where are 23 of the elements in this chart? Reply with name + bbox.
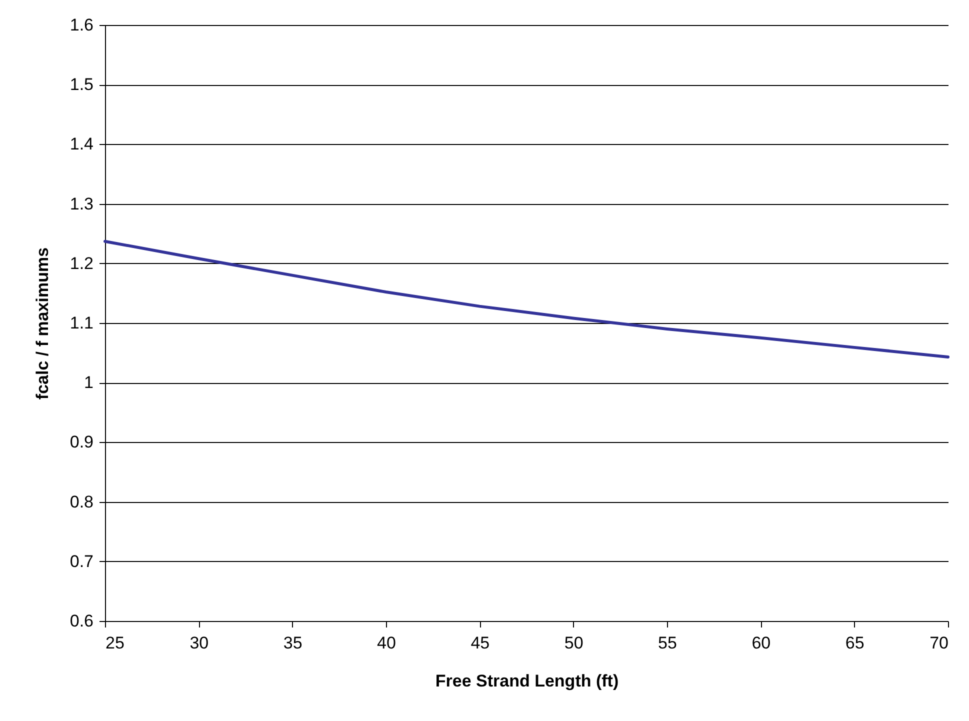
y-tick-label: 1.6 [70, 16, 94, 34]
y-tick-label: 1.2 [70, 254, 94, 273]
y-axis-title: fcalc / f maximums [32, 247, 52, 400]
x-tick-label: 55 [658, 634, 677, 652]
x-tick-label: 45 [470, 634, 490, 652]
x-tick-label: 60 [752, 634, 771, 652]
y-tick-label: 0.8 [70, 492, 94, 512]
y-tick-label: 0.9 [70, 432, 94, 452]
x-tick-label: 40 [377, 634, 396, 652]
y-tick-label: 1 [84, 373, 94, 392]
y-tick-label: 1.4 [70, 134, 94, 154]
y-tick-label: 1.3 [70, 194, 94, 214]
y-tick-label: 1.5 [70, 75, 94, 94]
x-tick-label: 35 [283, 634, 302, 652]
x-tick-label: 65 [845, 634, 864, 652]
y-tick-label: 0.6 [70, 612, 94, 630]
y-tick-label: 1.1 [70, 314, 94, 332]
x-axis-title: Free Strand Length (ft) [435, 672, 619, 690]
x-tick-label: 70 [930, 634, 948, 652]
y-tick-label: 0.7 [70, 552, 94, 571]
x-tick-label: 30 [190, 634, 209, 652]
x-tick-label: 50 [564, 634, 584, 652]
x-tick-label: 25 [106, 634, 124, 652]
